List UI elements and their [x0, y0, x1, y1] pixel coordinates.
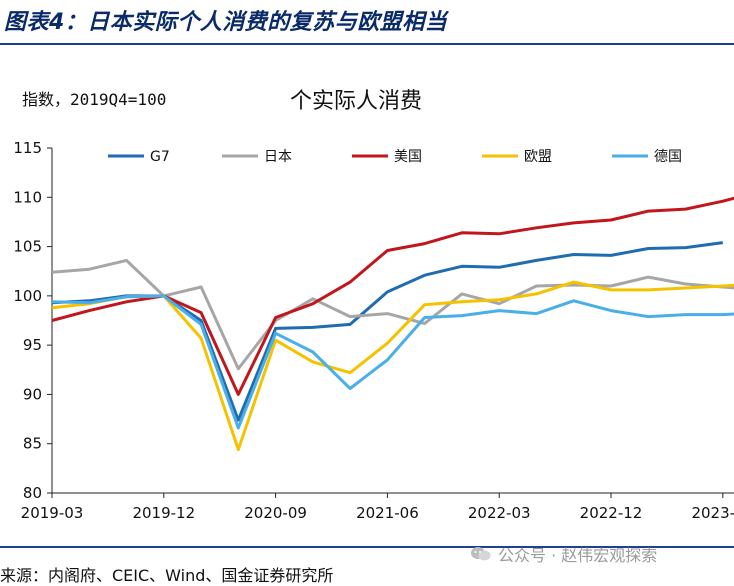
- wechat-icon: [471, 547, 491, 561]
- watermark: 公众号 · 赵伟宏观探索: [470, 542, 657, 566]
- y-tick-label: 100: [13, 287, 42, 305]
- y-tick-label: 95: [23, 336, 42, 354]
- chart-title: 个实际人消费: [290, 89, 422, 114]
- y-tick-label: 80: [23, 484, 42, 502]
- series-line-2: [51, 196, 734, 396]
- series-line-3: [51, 280, 734, 452]
- series-line-1: [51, 258, 734, 371]
- title-divider: [0, 43, 734, 45]
- series-line-0: [51, 241, 723, 422]
- x-tick-label: 2019-03: [21, 504, 84, 522]
- y-tick-label: 90: [23, 385, 42, 403]
- chart-axes: 80 85 90 95 100 105 110 115 2019-03 2019-12 2020-0…: [13, 139, 734, 522]
- x-tick-label: 2019-12: [132, 504, 195, 522]
- legend-label: 德国: [654, 149, 682, 165]
- y-tick-label: 85: [23, 435, 42, 453]
- source-note: 来源：内阁府、CEIC、Wind、国金证券研究所: [0, 566, 334, 585]
- figure-title: 图表4：日本实际个人消费的复苏与欧盟相当: [4, 10, 448, 35]
- legend-label: 欧盟: [524, 149, 552, 165]
- unit-label: 指数，2019Q4=100: [22, 90, 166, 109]
- footer-divider: [0, 546, 734, 548]
- series-line-4: [51, 294, 734, 430]
- y-tick-label: 110: [13, 188, 42, 206]
- series-layer: [51, 196, 734, 452]
- line-chart: 指数，2019Q4=100 个实际人消费 80 85 90 95 100 105 110 11…: [13, 89, 734, 522]
- legend-label: G7: [150, 149, 170, 165]
- x-tick-label: 2022-12: [580, 504, 643, 522]
- x-tick-label: 2022-03: [468, 504, 531, 522]
- watermark-text: 公众号 · 赵伟宏观探索: [498, 546, 658, 565]
- x-tick-label: 2020-09: [244, 504, 307, 522]
- y-tick-label: 105: [13, 238, 42, 256]
- x-tick-label: 2023-09: [691, 504, 734, 522]
- y-tick-label: 115: [13, 139, 42, 157]
- legend-label: 美国: [394, 149, 422, 165]
- chart-legend: G7 日本 美国 欧盟 德国: [108, 149, 682, 165]
- legend-label: 日本: [264, 149, 292, 165]
- x-tick-label: 2021-06: [356, 504, 419, 522]
